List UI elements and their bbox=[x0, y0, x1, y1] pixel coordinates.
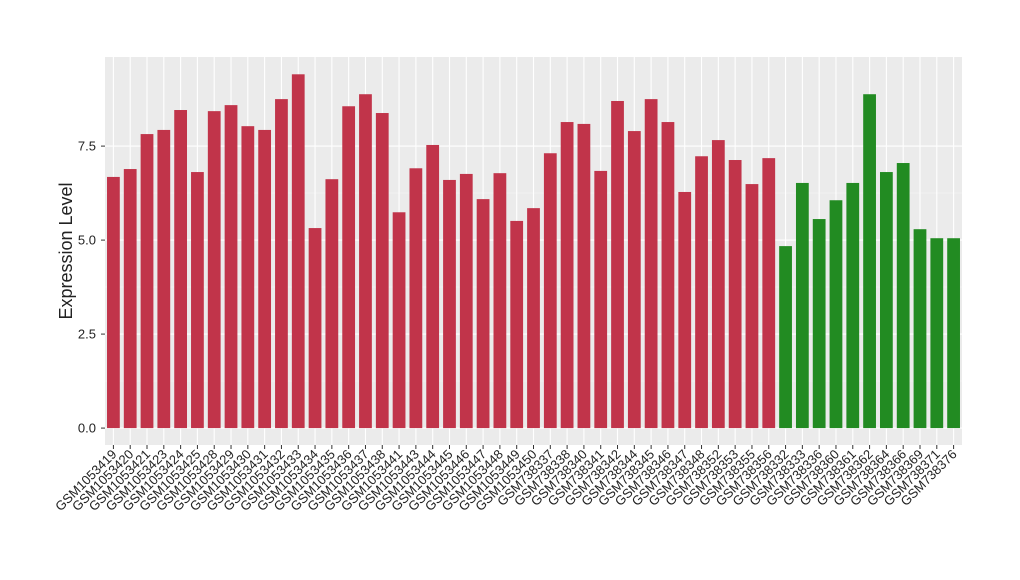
bar bbox=[795, 182, 809, 429]
bar bbox=[947, 238, 960, 429]
bar bbox=[107, 176, 120, 429]
bar bbox=[426, 144, 440, 429]
bar bbox=[157, 129, 171, 429]
bar bbox=[863, 94, 876, 429]
bar bbox=[308, 228, 322, 429]
bar bbox=[627, 131, 641, 429]
bar bbox=[174, 110, 188, 429]
bar bbox=[342, 106, 356, 429]
bar bbox=[359, 94, 372, 429]
bar bbox=[896, 163, 910, 429]
bar bbox=[560, 122, 574, 429]
bar bbox=[325, 179, 339, 429]
bar bbox=[594, 170, 608, 429]
bar bbox=[812, 219, 826, 429]
bar bbox=[678, 191, 692, 429]
bar bbox=[728, 160, 742, 429]
y-tick-label: 0.0 bbox=[78, 421, 96, 436]
bar bbox=[191, 172, 204, 429]
bar bbox=[577, 123, 591, 429]
y-tick-label: 5.0 bbox=[78, 233, 96, 248]
bar bbox=[459, 173, 473, 429]
bar bbox=[930, 238, 944, 429]
bar bbox=[644, 99, 658, 429]
bar bbox=[711, 140, 725, 429]
bar bbox=[443, 179, 456, 429]
bar bbox=[409, 168, 423, 429]
bar bbox=[695, 156, 708, 429]
bar bbox=[543, 153, 557, 429]
bar bbox=[879, 172, 893, 429]
bar bbox=[611, 100, 624, 429]
bar bbox=[140, 134, 154, 429]
bar bbox=[123, 169, 137, 429]
bar bbox=[779, 246, 792, 429]
bar bbox=[745, 184, 759, 429]
bar bbox=[258, 129, 272, 429]
bar bbox=[291, 74, 305, 429]
bar bbox=[829, 200, 843, 429]
bar bbox=[846, 182, 860, 429]
bar bbox=[375, 113, 389, 429]
bar bbox=[207, 111, 221, 429]
bar bbox=[913, 229, 927, 429]
bar bbox=[224, 105, 238, 429]
bar bbox=[762, 158, 776, 429]
bar bbox=[392, 212, 406, 429]
bar bbox=[241, 126, 255, 429]
y-tick-label: 7.5 bbox=[78, 139, 96, 154]
bar bbox=[527, 208, 540, 429]
bar bbox=[661, 122, 675, 429]
bar bbox=[493, 173, 507, 429]
y-axis-label: Expression Level bbox=[56, 182, 76, 319]
bar bbox=[510, 220, 524, 429]
bar bbox=[275, 99, 288, 429]
bar bbox=[476, 199, 490, 429]
y-tick-label: 2.5 bbox=[78, 327, 96, 342]
